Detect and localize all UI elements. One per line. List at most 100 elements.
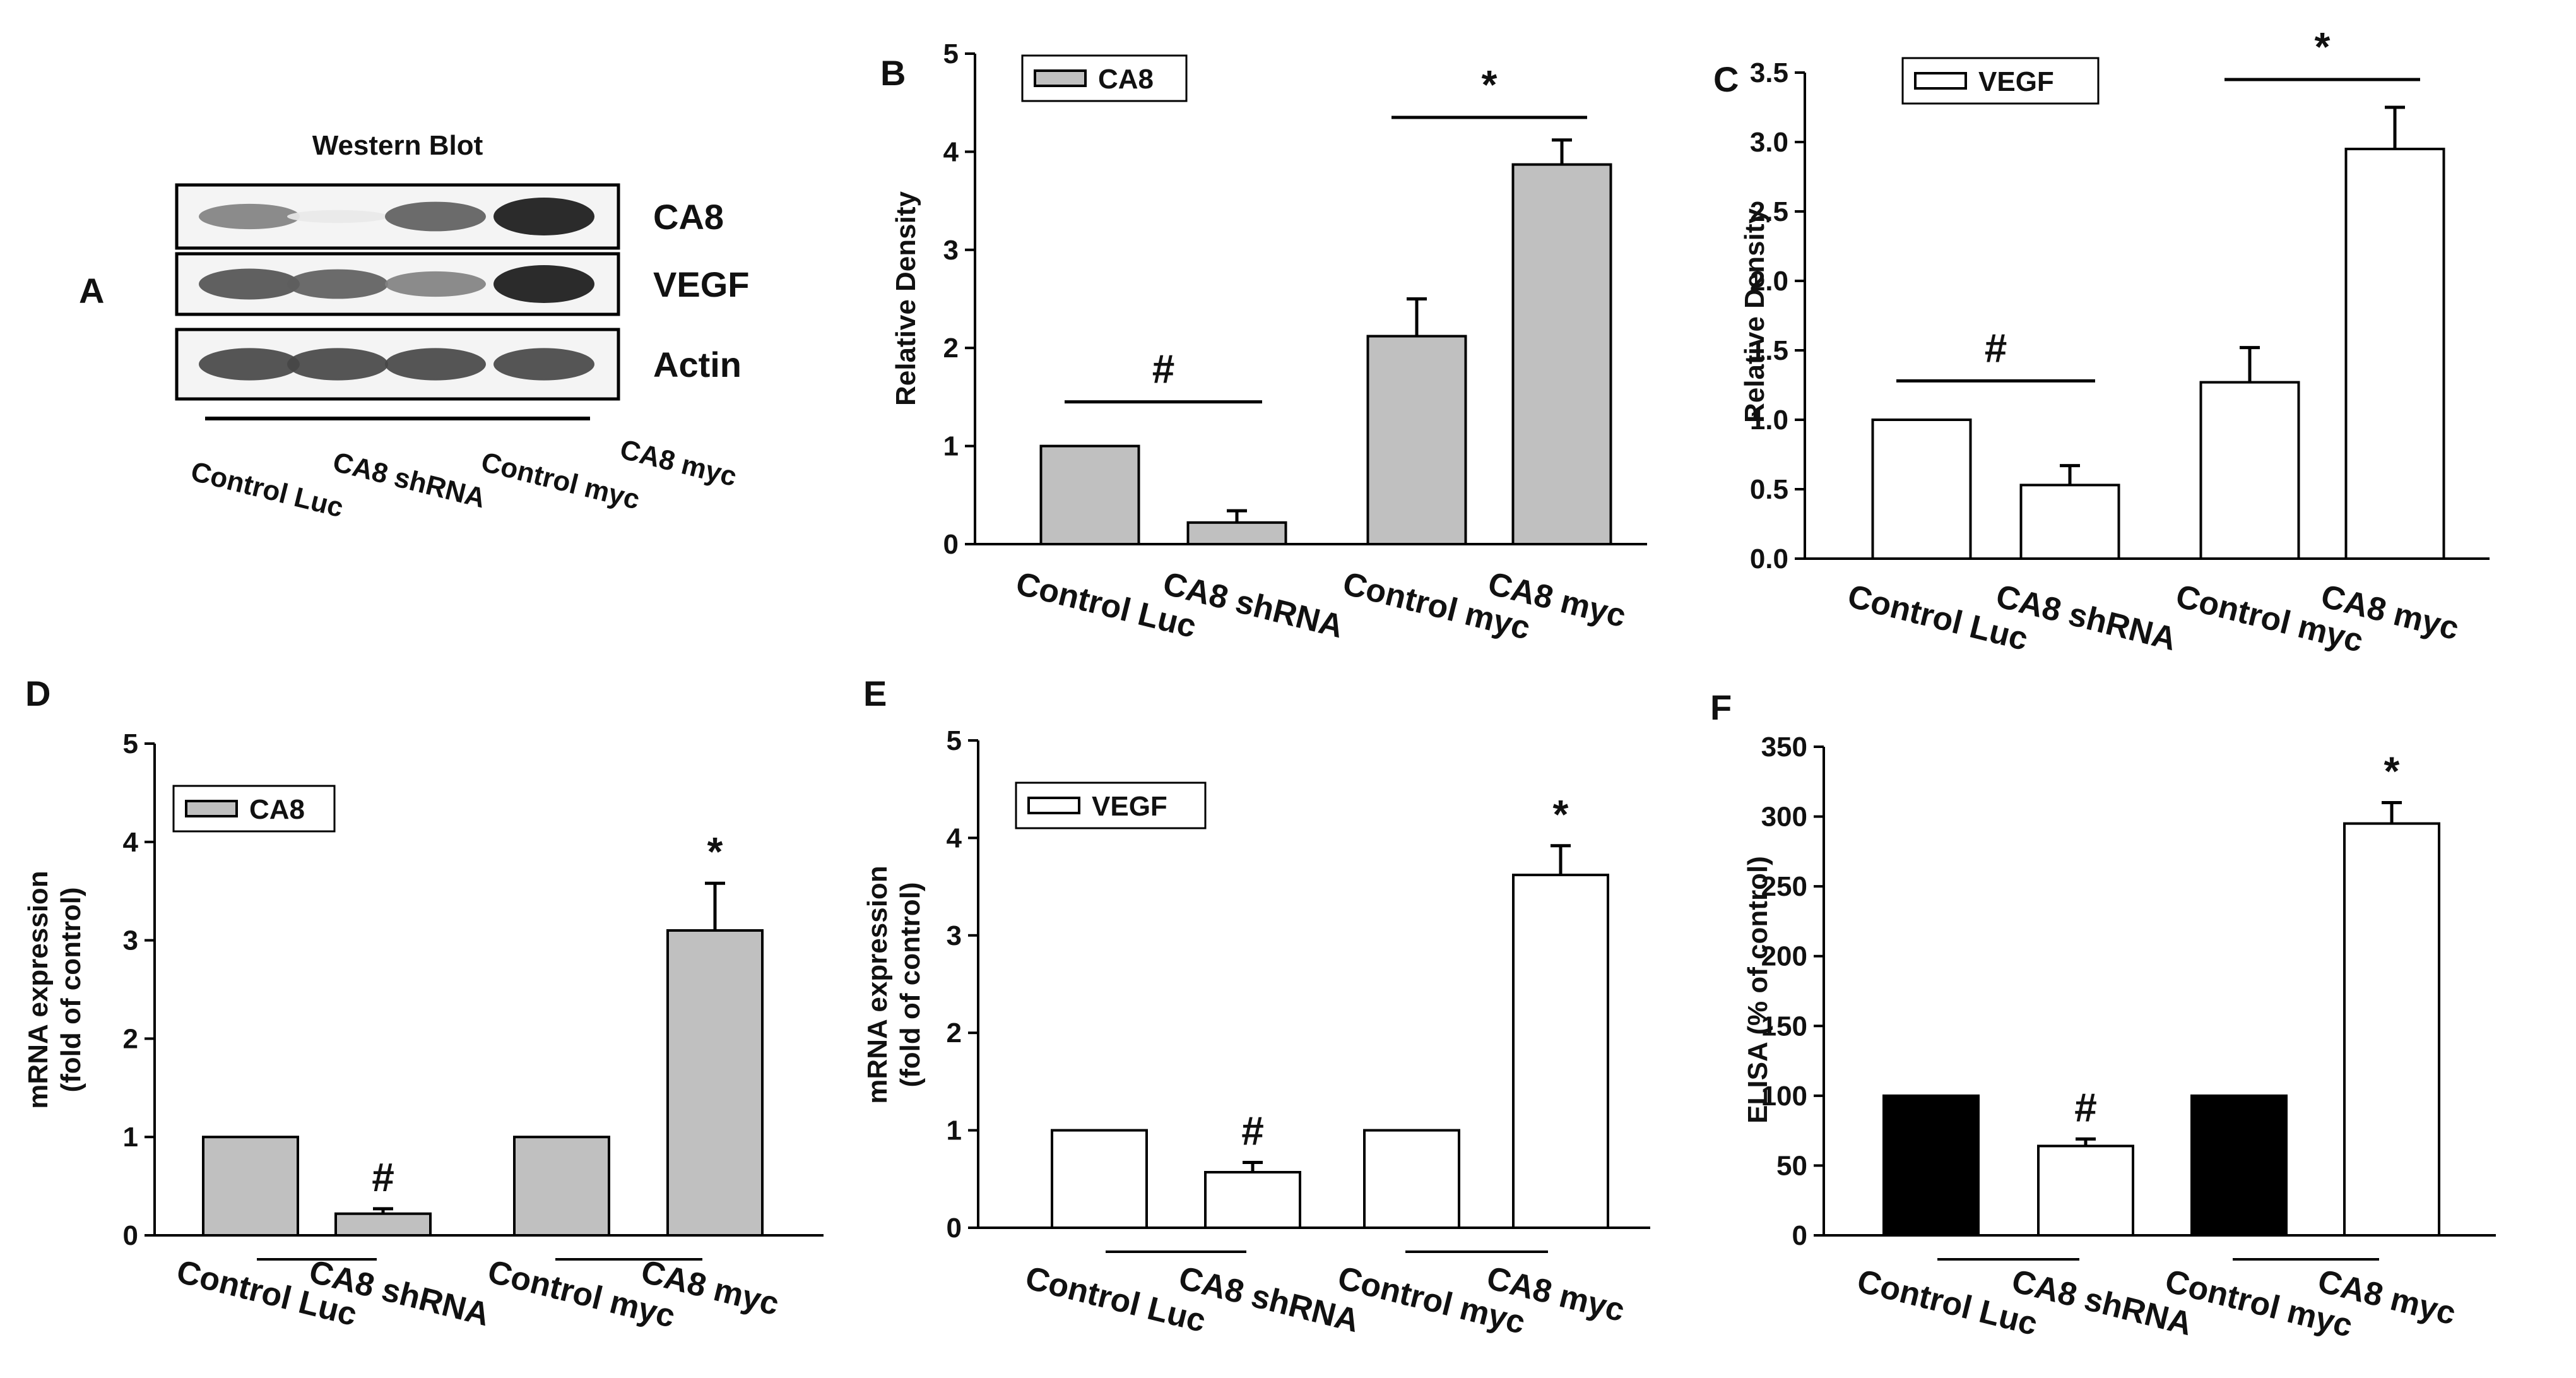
y-tick-label: 2.0 [1750,266,1788,297]
bar [1871,419,1972,560]
blot-band [385,201,486,232]
legend-swatch [1914,72,1967,90]
lane-label: Control Luc [188,456,346,523]
panel-e-chart: E 0 1 2 3 4 5 mRNA expression (fold of control)… [862,674,1650,1341]
y-tick-label: 0 [123,1220,138,1251]
y-tick-label: 0 [1792,1220,1807,1251]
panel-letter-d: D [25,674,50,713]
bar [513,1136,610,1237]
category-label: Control Luc [1853,1262,2041,1343]
significance-mark: * [1482,62,1498,107]
bar [202,1136,299,1237]
y-tick-label: 2 [947,1018,962,1048]
blot-band [287,348,388,381]
blot-label-actin: Actin [653,345,741,384]
blot-band [385,348,486,381]
blot-band [493,198,594,235]
panel-letter-c: C [1713,59,1739,99]
blot-band [199,348,300,381]
legend-box [1015,781,1207,829]
y-tick-label: 1 [947,1115,962,1146]
legend-label: VEGF [1092,791,1167,822]
significance-mark: * [1553,792,1569,837]
legend-swatch [1027,797,1080,814]
y-tick-label: 4 [123,827,139,858]
lane-label: CA8 shRNA [330,446,488,514]
blot-rows: CA8 VEGF Actin [175,183,749,401]
bar [2343,822,2440,1237]
blot-band [493,348,594,381]
y-tick-label: 5 [943,39,959,69]
y-axis-title: Relative Density [1739,208,1770,423]
legend-label: VEGF [1978,66,2054,97]
legend-swatch [1034,69,1087,87]
y-tick-label: 1.5 [1750,335,1788,366]
blot-band [493,265,594,303]
y-axis-subtitle: (fold of control) [895,882,926,1087]
significance-mark: # [1152,347,1175,392]
bar [2190,1094,2288,1237]
bar [2037,1144,2134,1237]
y-tick-label: 0.0 [1750,543,1788,574]
blot-label-vegf: VEGF [653,264,749,304]
panel-f-chart: F 0 50 100 150 200 250 300 350 ELISA (% of contr… [1710,687,2496,1345]
significance-mark: * [707,829,723,874]
y-tick-label: 0 [947,1213,962,1244]
blot-band [287,210,388,223]
bar [1204,1170,1301,1229]
y-tick-label: 1.0 [1750,405,1788,436]
bar [1363,1129,1460,1229]
bar [666,929,764,1237]
bar [1882,1094,1980,1237]
bar [2344,148,2445,560]
significance-mark: # [1241,1108,1264,1154]
panel-d-chart: D 0 1 2 3 4 5 mRNA expression (fold of control)… [23,674,824,1335]
legend-label: CA8 [249,794,305,825]
bar [1511,163,1612,545]
blot-label-ca8: CA8 [653,197,724,237]
y-tick-label: 3.5 [1750,57,1788,88]
y-tick-label: 250 [1761,871,1807,902]
y-tick-label: 4 [947,823,962,853]
y-tick-label: 5 [123,728,138,759]
significance-mark: # [372,1155,394,1200]
y-tick-label: 350 [1761,732,1807,763]
y-tick-label: 4 [943,136,959,167]
significance-mark: # [2074,1084,2097,1130]
panel-letter-f: F [1710,687,1732,727]
y-tick-label: 3 [123,925,138,956]
y-tick-label: 2 [123,1023,138,1054]
y-tick-label: 200 [1761,941,1807,972]
y-axis-title: mRNA expression [23,870,54,1108]
bar [1186,521,1287,546]
blot-band [287,269,388,299]
y-tick-label: 300 [1761,802,1807,833]
bar [2019,484,2120,561]
significance-mark: * [2315,24,2331,69]
significance-mark: * [2384,748,2400,793]
y-tick-label: 0.5 [1750,474,1788,505]
y-axis-title: mRNA expression [862,865,893,1103]
western-blot-title: Western Blot [312,130,483,161]
y-tick-label: 100 [1761,1081,1807,1112]
y-axis-title: Relative Density [890,191,921,406]
y-tick-label: 3.0 [1750,127,1788,158]
bar [1366,335,1467,545]
legend-swatch [185,800,238,817]
y-tick-label: 3 [947,920,962,951]
panel-letter-b: B [880,53,906,93]
y-tick-label: 150 [1761,1011,1807,1042]
panel-c-chart: C 0.0 0.5 1.0 1.5 2.0 2.5 3.0 3.5 Relative Densi… [1713,24,2490,660]
legend-label: CA8 [1098,64,1154,95]
y-tick-label: 2.5 [1750,196,1788,227]
y-tick-label: 5 [947,725,962,756]
y-tick-label: 0 [943,529,959,560]
y-tick-label: 2 [943,333,959,364]
y-axis-subtitle: (fold of control) [56,887,86,1092]
bar [2199,381,2300,560]
blot-band [199,268,300,300]
bar [1512,874,1609,1229]
